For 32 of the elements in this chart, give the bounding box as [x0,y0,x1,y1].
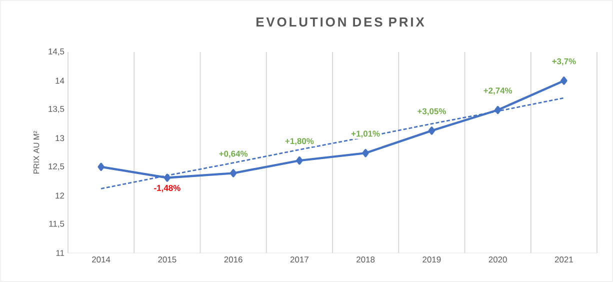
annotation: +2,74% [484,88,512,95]
y-tick-label: 12 [56,192,64,199]
annotation: +0,64% [219,150,248,158]
annotation: +3,7% [552,58,576,66]
y-tick-label: 12,5 [48,163,64,170]
y-tick-label: 13,5 [48,106,64,113]
point [494,106,502,114]
point [164,174,171,182]
y-tick-label: 14 [56,78,64,84]
point [98,162,104,171]
x-tick-label: 2020 [488,256,507,263]
y-tick-label: 13 [56,135,64,142]
x-tick-label: 2021 [554,256,573,263]
x-tick-label: 2017 [290,256,308,263]
point [362,148,369,158]
point [428,126,436,135]
x-tick-label: 2018 [356,256,375,263]
annotation: +3,05% [418,108,446,116]
chart-title: EVOLUTION DES PRIX [256,17,424,27]
y-tick-label: 14,5 [48,48,64,56]
x-tick-label: 2019 [422,256,441,263]
x-tick-label: 2016 [224,256,242,263]
x-tick-label: 2015 [158,256,176,263]
x-tick-label: 2014 [92,256,110,263]
y-tick-label: 11,5 [49,220,64,228]
point [296,156,303,165]
annotation: +1,01% [351,130,380,138]
point [230,169,237,178]
annotation: +1,80% [285,138,314,146]
y-tick-label: 11 [56,250,64,256]
annotation: -1,48% [154,184,180,192]
point [560,76,568,85]
